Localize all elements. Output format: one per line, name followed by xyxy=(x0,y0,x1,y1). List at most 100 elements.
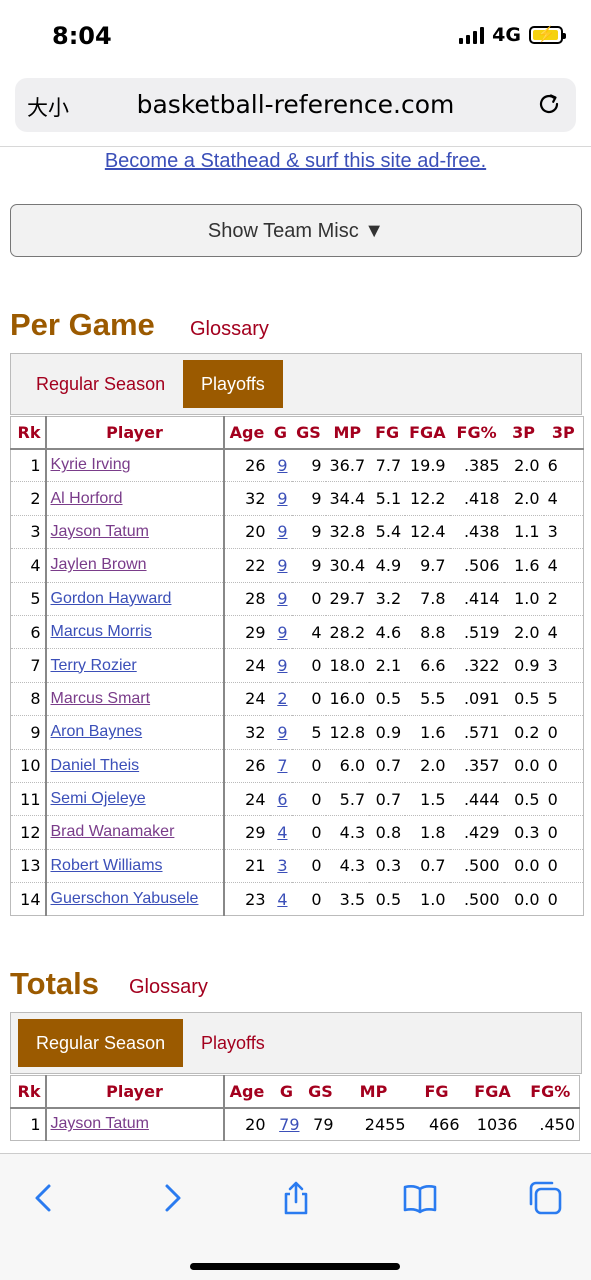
col-rk[interactable]: Rk xyxy=(10,416,47,450)
col-fg-pct[interactable]: FG% xyxy=(521,1075,580,1109)
per-game-table-wrap[interactable]: Rk Player Age G GS MP FG FGA FG% 3P 3P 1… xyxy=(10,416,591,916)
col-g[interactable]: G xyxy=(269,416,292,450)
player-link[interactable]: Jayson Tatum xyxy=(50,1115,149,1133)
games-link[interactable]: 9 xyxy=(277,489,288,509)
col-fga[interactable]: FGA xyxy=(405,416,450,450)
text-size-button[interactable]: 大小 xyxy=(27,96,69,120)
games-link[interactable]: 9 xyxy=(277,622,288,642)
cell-gs: 0 xyxy=(291,648,326,683)
address-bar[interactable]: 大小 basketball-reference.com xyxy=(15,78,576,132)
share-icon[interactable] xyxy=(278,1180,314,1216)
cell-fga: 1.8 xyxy=(405,815,450,850)
player-link[interactable]: Aron Baynes xyxy=(50,723,143,741)
per-game-glossary-link[interactable]: Glossary xyxy=(190,318,269,340)
forward-icon[interactable] xyxy=(154,1180,190,1216)
col-player[interactable]: Player xyxy=(45,1075,225,1109)
player-link[interactable]: Kyrie Irving xyxy=(50,456,131,474)
cell-g: 9 xyxy=(269,515,292,550)
show-team-misc-button[interactable]: Show Team Misc ▼ xyxy=(10,204,582,257)
cell-age: 21 xyxy=(223,849,270,884)
cell-age: 20 xyxy=(223,1107,270,1142)
cell-fga: 2.0 xyxy=(405,749,450,783)
col-mp[interactable]: MP xyxy=(325,416,370,450)
cell-rk: 9 xyxy=(10,715,47,750)
reload-icon[interactable] xyxy=(536,91,562,117)
cell-g: 4 xyxy=(269,882,292,916)
cell-3pa: 4 xyxy=(543,481,584,516)
browser-toolbar xyxy=(0,1153,591,1280)
player-link[interactable]: Daniel Theis xyxy=(50,756,140,774)
table-row: 2 Al Horford 32 9 9 34.4 5.1 12.2.418 2.0 4 xyxy=(10,481,584,516)
table-row: 8 Marcus Smart 24 2 0 16.0 0.5 5.5.091 0.5 5 xyxy=(10,682,584,717)
cell-fga: 1.5 xyxy=(405,782,450,817)
games-link[interactable]: 79 xyxy=(279,1114,300,1134)
games-link[interactable]: 2 xyxy=(277,689,288,709)
per-game-tab-regular-season[interactable]: Regular Season xyxy=(36,374,166,394)
cell-rk: 3 xyxy=(10,515,47,550)
games-link[interactable]: 4 xyxy=(277,822,288,842)
back-icon[interactable] xyxy=(26,1180,62,1216)
cell-fga: 1.0 xyxy=(405,882,450,916)
col-fga[interactable]: FGA xyxy=(463,1075,522,1109)
games-link[interactable]: 9 xyxy=(277,455,288,475)
col-fg-pct[interactable]: FG% xyxy=(449,416,504,450)
games-link[interactable]: 9 xyxy=(277,589,288,609)
cell-fg-pct: .429 xyxy=(449,815,504,850)
col-age[interactable]: Age xyxy=(223,416,270,450)
stathead-promo-link[interactable]: Become a Stathead & surf this site ad-fr… xyxy=(104,150,487,172)
player-link[interactable]: Gordon Hayward xyxy=(50,589,172,607)
totals-glossary-link[interactable]: Glossary xyxy=(129,976,208,998)
table-row: 9 Aron Baynes 32 9 5 12.8 0.9 1.6.571 0.2 0 xyxy=(10,715,584,750)
col-age[interactable]: Age xyxy=(223,1075,270,1109)
cell-fg: 4.6 xyxy=(369,615,406,650)
cell-player: Kyrie Irving xyxy=(45,448,225,483)
cell-fg-pct: .322 xyxy=(449,648,504,683)
col-gs[interactable]: GS xyxy=(303,1075,338,1109)
cell-fg-pct: .091 xyxy=(449,682,504,717)
cell-mp: 6.0 xyxy=(325,749,370,783)
games-link[interactable]: 3 xyxy=(277,856,288,876)
per-game-tab-playoffs[interactable]: Playoffs xyxy=(183,360,283,408)
games-link[interactable]: 7 xyxy=(277,756,288,776)
games-link[interactable]: 6 xyxy=(277,789,288,809)
col-player[interactable]: Player xyxy=(45,416,225,450)
col-mp[interactable]: MP xyxy=(337,1075,410,1109)
player-link[interactable]: Marcus Smart xyxy=(50,689,151,707)
player-link[interactable]: Robert Williams xyxy=(50,856,163,874)
bookmarks-icon[interactable] xyxy=(402,1180,438,1216)
games-link[interactable]: 9 xyxy=(277,722,288,742)
player-link[interactable]: Jaylen Brown xyxy=(50,556,147,574)
cell-mp: 36.7 xyxy=(325,448,370,483)
player-link[interactable]: Guerschon Yabusele xyxy=(50,890,199,908)
cell-3p: 2.0 xyxy=(503,615,544,650)
url-text[interactable]: basketball-reference.com xyxy=(136,90,455,119)
col-3p[interactable]: 3P xyxy=(503,416,544,450)
player-link[interactable]: Marcus Morris xyxy=(50,623,152,641)
totals-tab-regular-season[interactable]: Regular Season xyxy=(18,1019,184,1067)
games-link[interactable]: 4 xyxy=(277,889,288,909)
col-rk[interactable]: Rk xyxy=(10,1075,47,1109)
games-link[interactable]: 9 xyxy=(277,555,288,575)
tabs-icon[interactable] xyxy=(527,1180,563,1216)
col-fg[interactable]: FG xyxy=(369,416,406,450)
player-link[interactable]: Brad Wanamaker xyxy=(50,823,175,841)
cell-fg: 0.7 xyxy=(369,782,406,817)
cell-gs: 9 xyxy=(291,448,326,483)
player-link[interactable]: Al Horford xyxy=(50,489,123,507)
col-fg[interactable]: FG xyxy=(409,1075,464,1109)
games-link[interactable]: 9 xyxy=(277,656,288,676)
player-link[interactable]: Jayson Tatum xyxy=(50,522,149,540)
player-link[interactable]: Semi Ojeleye xyxy=(50,790,146,808)
cell-gs: 0 xyxy=(291,815,326,850)
col-g[interactable]: G xyxy=(269,1075,304,1109)
cell-fg-pct: .438 xyxy=(449,515,504,550)
totals-table-wrap[interactable]: Rk Player Age G GS MP FG FGA FG% 1 Jayson… xyxy=(10,1075,591,1153)
col-3pa[interactable]: 3P xyxy=(543,416,584,450)
player-link[interactable]: Terry Rozier xyxy=(50,656,137,674)
cell-rk: 1 xyxy=(10,1107,47,1142)
games-link[interactable]: 9 xyxy=(277,522,288,542)
cell-3pa: 4 xyxy=(543,615,584,650)
totals-tab-playoffs[interactable]: Playoffs xyxy=(201,1033,265,1053)
col-gs[interactable]: GS xyxy=(291,416,326,450)
cell-g: 9 xyxy=(269,615,292,650)
